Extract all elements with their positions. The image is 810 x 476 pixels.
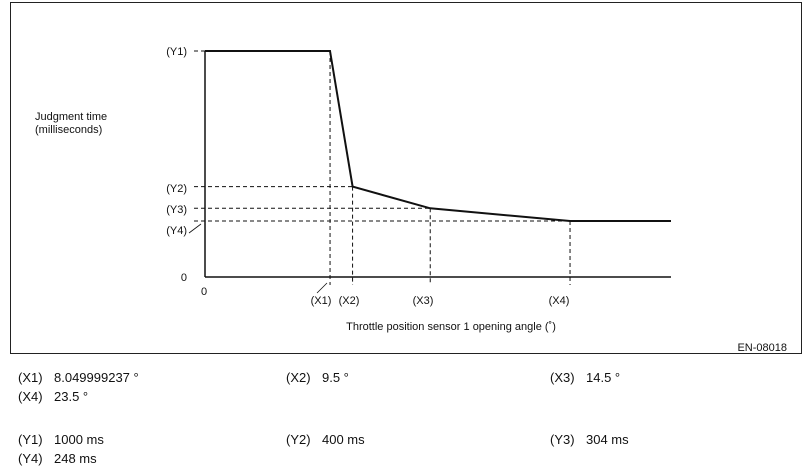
legend-x3: (X3) 14.5 ° [550, 370, 620, 385]
y-axis-label-line-2: (milliseconds) [35, 124, 103, 136]
y-tick-label: (Y1) [166, 46, 187, 58]
series-line [205, 50, 671, 222]
figure-id: EN-08018 [737, 342, 787, 354]
legend-key: (X1) [18, 370, 43, 385]
chart-plot: (Y1) (Y2) (Y3) (Y4) (X1) (X2) (X3) (X4) 0 0 Thr… [166, 46, 671, 333]
x-tick-label: (X2) [339, 295, 360, 307]
legend-key: (Y4) [18, 451, 43, 466]
legend-value: 304 ms [586, 432, 629, 447]
legend-y4: (Y4) 248 ms [18, 451, 97, 466]
y-tick-label: (Y3) [166, 204, 187, 216]
legend-value: 23.5 ° [54, 389, 89, 404]
x-tick-label: (X1) [311, 295, 332, 307]
x-axis-label: Throttle position sensor 1 opening angle… [346, 321, 556, 333]
legend-key: (Y1) [18, 432, 43, 447]
origin-y-label: 0 [181, 272, 187, 284]
legend-key: (X3) [550, 370, 575, 385]
legend-value: 14.5 ° [586, 370, 621, 385]
x-tick-label: (X4) [549, 295, 570, 307]
legend-x1: (X1) 8.049999237 ° [18, 370, 139, 385]
y-axis-label-line-1: Judgment time [35, 111, 108, 123]
legend-key: (X4) [18, 389, 43, 404]
figure-frame: (Y1) (Y2) (Y3) (Y4) (X1) (X2) (X3) (X4) 0 0 Thr… [10, 2, 802, 354]
tick-labels: (Y1) (Y2) (Y3) (Y4) (X1) (X2) (X3) (X4) [166, 46, 569, 307]
guide-lines [188, 50, 571, 294]
x-label-connector [316, 282, 328, 294]
y-tick-label: (Y2) [166, 183, 187, 195]
x-tick-label: (X3) [413, 295, 434, 307]
legend-value: 8.049999237 ° [54, 370, 139, 385]
legend-value: 9.5 ° [322, 370, 349, 385]
y-label-connector [188, 223, 202, 234]
legend-x4: (X4) 23.5 ° [18, 389, 88, 404]
legend-x2: (X2) 9.5 ° [286, 370, 349, 385]
origin-x-label: 0 [201, 286, 207, 298]
legend-value: 400 ms [322, 432, 365, 447]
legend-y2: (Y2) 400 ms [286, 432, 365, 447]
legend-key: (X2) [286, 370, 311, 385]
y-tick-label: (Y4) [166, 225, 187, 237]
legend-value: 1000 ms [54, 432, 104, 447]
legend-value: 248 ms [54, 451, 97, 466]
legend-key: (Y2) [286, 432, 311, 447]
legend-key: (Y3) [550, 432, 575, 447]
legend-y3: (Y3) 304 ms [550, 432, 629, 447]
legend-y1: (Y1) 1000 ms [18, 432, 104, 447]
